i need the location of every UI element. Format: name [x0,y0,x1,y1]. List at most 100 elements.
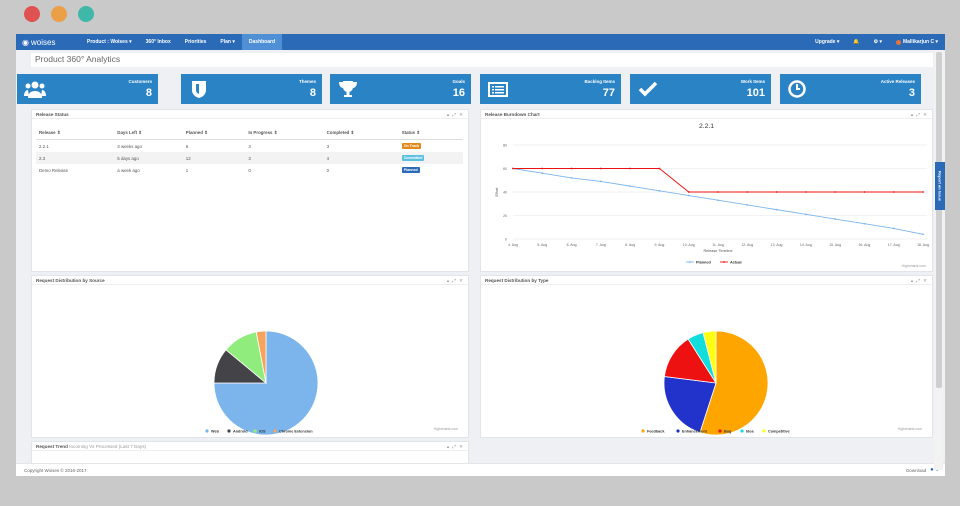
panel-controls[interactable]: ▴ ⤢ ✕ [910,112,928,117]
panel-controls[interactable]: ▴ ⤢ ✕ [446,444,464,449]
type-pie-chart: Feedback Enhancement Bug Idea Competitive [641,330,790,436]
scrollbar-thumb[interactable] [936,52,942,388]
stat-value: 101 [746,87,765,99]
nav-plan[interactable]: Plan ▾ [220,39,235,45]
user-menu[interactable]: Mallikarjun C ▾ [889,34,945,50]
nav-product-selector[interactable]: Product : Woises ▾ [87,39,132,45]
cell-planned: 1 [185,167,189,173]
y-tick-label: 40 [503,191,507,195]
minimize-window-dot[interactable] [51,6,67,22]
data-point-planned [687,194,690,197]
status-badge: Committed [401,155,425,161]
data-point-actual [834,191,837,193]
settings-menu[interactable]: ⚙ ▾ [873,39,882,45]
data-point-planned [863,222,866,225]
data-point-planned [541,172,544,175]
table-row[interactable]: Demo Release a week ago 1 0 0 Planned [36,164,463,176]
x-tick-label: 10. Aug [683,243,695,247]
checkmark-icon [638,81,658,97]
x-tick-label: 4. Aug [508,243,518,247]
x-tick-label: 15. Aug [829,243,841,247]
col-in-progress[interactable]: In Progress ⇕ [245,127,324,140]
x-tick-label: 5. Aug [537,243,547,247]
col-release[interactable]: Release ⇕ [36,127,115,140]
cell-days-left: 5 days ago [114,152,183,164]
nav-dashboard[interactable]: Dashboard [241,34,283,50]
legend-swatch [227,429,231,433]
panel-header: Request Distribution by Source ▴ ⤢ ✕ [32,276,468,285]
panel-controls[interactable]: ▴ ⤢ ✕ [910,278,928,283]
data-point-actual [892,191,895,193]
maximize-window-dot[interactable] [78,6,94,22]
legend-swatch [718,429,722,433]
series-line-actual [513,168,923,193]
panel-controls[interactable]: ▴ ⤢ ✕ [446,278,464,283]
request-trend-panel: Request Trend Incoming Vs Processed (Las… [31,441,469,465]
panel-title: Release Burndown Chart [485,112,540,117]
chart-credit[interactable]: Highcharts.com [897,427,922,431]
stat-card-themes[interactable]: Themes 8 [181,74,322,104]
stat-label: Active Releases [880,79,915,84]
release-status-panel: Release Status ▴ ⤢ ✕ Release ⇕ Days Left … [31,109,469,272]
trophy-icon [339,81,357,97]
data-point-actual [512,167,514,170]
source-pie-chart: Web Android iOS Chrome Extension [205,330,319,436]
shield-icon [192,81,206,98]
nav-priorities[interactable]: Priorities [184,39,207,45]
table-row[interactable]: 2.2.1 3 weeks ago 6 3 3 On Track [36,140,463,153]
legend-swatch [253,429,257,433]
data-point-actual [775,191,778,193]
cell-planned: 12 [182,152,246,164]
col-planned[interactable]: Planned ⇕ [182,127,246,140]
close-window-dot[interactable] [24,6,40,22]
nav-inbox[interactable]: 360° Inbox [145,39,171,45]
data-point-actual [599,167,602,170]
col-days-left[interactable]: Days Left ⇕ [114,127,183,140]
x-tick-label: 17. Aug [888,243,900,247]
cell-status: Planned [399,164,463,176]
legend-swatch [205,429,209,433]
window-controls [24,6,94,22]
stat-card-active-releases[interactable]: Active Releases 3 [780,74,921,104]
list-icon [488,82,508,97]
cell-release: 2.2.1 [39,143,49,149]
report-issue-tab[interactable]: Report an Issue [935,162,945,210]
y-axis-title: Effort [495,187,499,197]
cell-planned: 6 [185,143,189,149]
legend-swatch [273,429,277,433]
stat-label: Goals [452,79,465,84]
notifications-bell-icon[interactable]: 🔔 [853,39,860,45]
x-axis-title: Release Timeline [703,249,732,253]
panel-controls[interactable]: ▴ ⤢ ✕ [446,112,464,117]
col-status[interactable]: Status ⇕ [398,127,463,140]
footer: Copyright Woises © 2016-2017 Download ● … [16,463,945,476]
panel-subtitle: Incoming Vs Processed (Last 7 Days) [69,444,147,449]
stat-card-work-items[interactable]: Work Items 101 [630,74,771,104]
app-window: ◉ woises Product : Woises ▾ 360° Inbox Pr… [16,34,945,476]
cell-in-progress: 3 [245,152,324,164]
pie-slice-enhancement [663,376,717,433]
chart-credit[interactable]: Highcharts.com [433,427,458,431]
app-store-icons[interactable]: ● ● [930,467,939,473]
data-point-planned [922,233,924,236]
table-row[interactable]: 2.3 5 days ago 12 3 4 Committed [36,152,463,164]
col-completed[interactable]: Completed ⇕ [323,127,399,140]
legend-item: Enhancement [682,430,708,434]
x-tick-label: 18. Aug [917,243,929,247]
users-icon [24,81,46,98]
avatar [895,39,901,45]
pie-slice-feedback [699,330,769,436]
data-point-actual [629,167,632,170]
data-point-actual [922,191,924,193]
cell-completed: 3 [326,143,330,149]
stat-card-customers[interactable]: Customers 8 [17,74,158,104]
x-tick-label: 8. Aug [625,243,635,247]
stat-card-goals[interactable]: Goals 16 [330,74,471,104]
chart-credit[interactable]: Highcharts.com [901,264,926,268]
brand-logo[interactable]: ◉ woises [16,38,72,47]
chart-title: 2.2.1 [698,123,715,130]
stat-value: 8 [309,87,316,99]
x-tick-label: 11. Aug [712,243,724,247]
upgrade-menu[interactable]: Upgrade ▾ [815,39,840,45]
stat-card-backlog[interactable]: Backlog Items 77 [480,74,621,104]
